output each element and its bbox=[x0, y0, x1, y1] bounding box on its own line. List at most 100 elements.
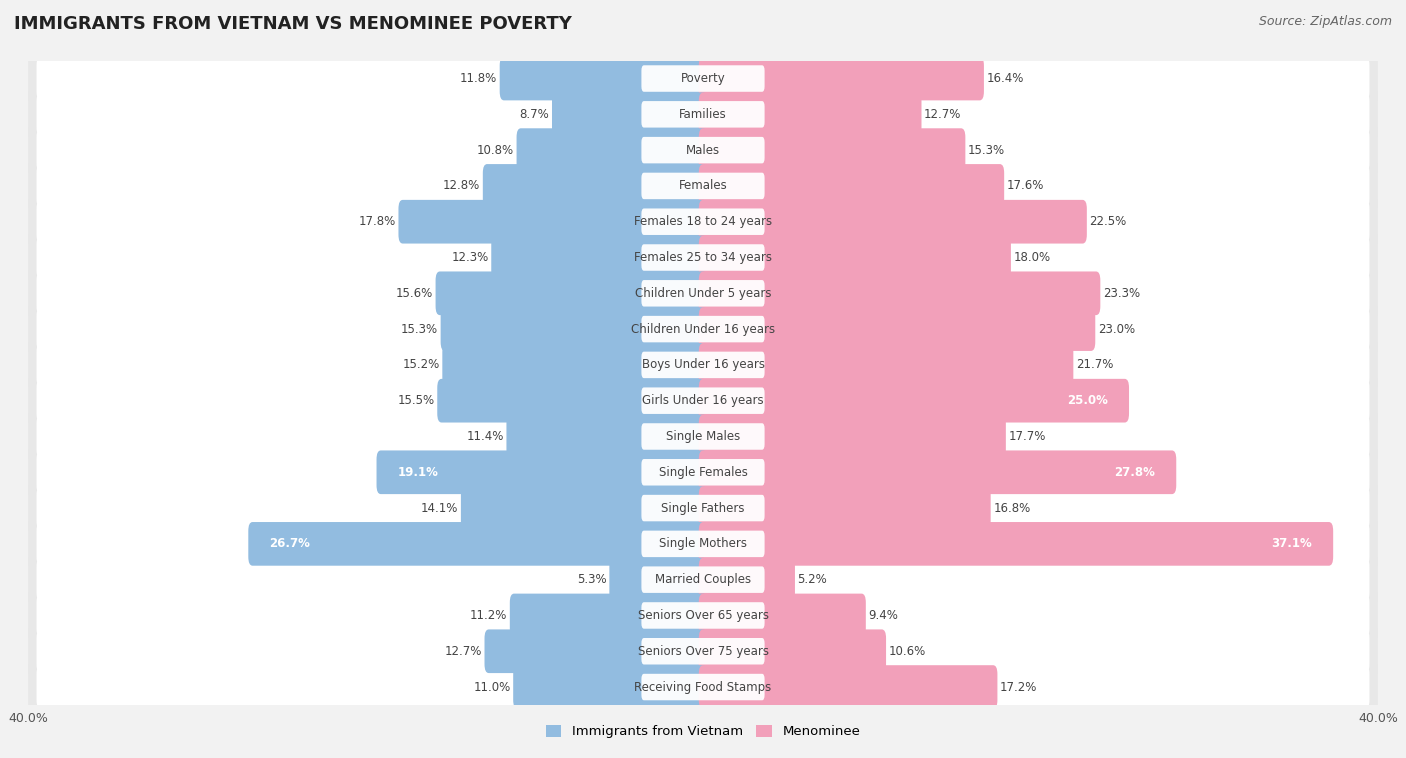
FancyBboxPatch shape bbox=[641, 173, 765, 199]
FancyBboxPatch shape bbox=[641, 65, 765, 92]
FancyBboxPatch shape bbox=[699, 666, 997, 709]
Text: 23.0%: 23.0% bbox=[1098, 323, 1135, 336]
Text: 5.3%: 5.3% bbox=[578, 573, 607, 586]
FancyBboxPatch shape bbox=[28, 159, 1378, 212]
Text: Children Under 5 years: Children Under 5 years bbox=[634, 287, 772, 300]
FancyBboxPatch shape bbox=[699, 379, 1129, 422]
FancyBboxPatch shape bbox=[641, 387, 765, 414]
FancyBboxPatch shape bbox=[699, 450, 1177, 494]
FancyBboxPatch shape bbox=[510, 594, 707, 637]
Text: 37.1%: 37.1% bbox=[1271, 537, 1312, 550]
FancyBboxPatch shape bbox=[699, 200, 1087, 243]
Text: 5.2%: 5.2% bbox=[797, 573, 827, 586]
FancyBboxPatch shape bbox=[641, 531, 765, 557]
FancyBboxPatch shape bbox=[699, 271, 1101, 315]
FancyBboxPatch shape bbox=[28, 52, 1378, 105]
FancyBboxPatch shape bbox=[37, 663, 1369, 711]
FancyBboxPatch shape bbox=[28, 267, 1378, 320]
Text: 23.3%: 23.3% bbox=[1102, 287, 1140, 300]
Text: 15.3%: 15.3% bbox=[401, 323, 439, 336]
FancyBboxPatch shape bbox=[37, 449, 1369, 496]
FancyBboxPatch shape bbox=[437, 379, 707, 422]
Text: 19.1%: 19.1% bbox=[398, 465, 439, 479]
Text: Single Mothers: Single Mothers bbox=[659, 537, 747, 550]
FancyBboxPatch shape bbox=[506, 415, 707, 459]
Text: 9.4%: 9.4% bbox=[869, 609, 898, 622]
FancyBboxPatch shape bbox=[699, 128, 966, 172]
FancyBboxPatch shape bbox=[499, 57, 707, 100]
Text: 26.7%: 26.7% bbox=[270, 537, 311, 550]
FancyBboxPatch shape bbox=[28, 88, 1378, 141]
FancyBboxPatch shape bbox=[28, 660, 1378, 713]
FancyBboxPatch shape bbox=[37, 234, 1369, 281]
FancyBboxPatch shape bbox=[28, 338, 1378, 391]
FancyBboxPatch shape bbox=[641, 674, 765, 700]
FancyBboxPatch shape bbox=[37, 127, 1369, 174]
FancyBboxPatch shape bbox=[482, 164, 707, 208]
FancyBboxPatch shape bbox=[699, 522, 1333, 565]
Text: Single Females: Single Females bbox=[658, 465, 748, 479]
FancyBboxPatch shape bbox=[37, 162, 1369, 209]
FancyBboxPatch shape bbox=[443, 343, 707, 387]
Text: 11.0%: 11.0% bbox=[474, 681, 510, 694]
Text: 16.4%: 16.4% bbox=[987, 72, 1024, 85]
FancyBboxPatch shape bbox=[37, 305, 1369, 352]
FancyBboxPatch shape bbox=[28, 518, 1378, 570]
FancyBboxPatch shape bbox=[377, 450, 707, 494]
Text: Seniors Over 75 years: Seniors Over 75 years bbox=[637, 645, 769, 658]
Text: Single Males: Single Males bbox=[666, 430, 740, 443]
Text: Single Fathers: Single Fathers bbox=[661, 502, 745, 515]
FancyBboxPatch shape bbox=[641, 495, 765, 522]
Text: 12.7%: 12.7% bbox=[924, 108, 962, 121]
Text: 8.7%: 8.7% bbox=[520, 108, 550, 121]
Text: 21.7%: 21.7% bbox=[1076, 359, 1114, 371]
FancyBboxPatch shape bbox=[37, 413, 1369, 460]
FancyBboxPatch shape bbox=[699, 558, 794, 602]
Text: 18.0%: 18.0% bbox=[1014, 251, 1050, 264]
Text: 12.3%: 12.3% bbox=[451, 251, 489, 264]
Text: 17.8%: 17.8% bbox=[359, 215, 396, 228]
Text: 17.6%: 17.6% bbox=[1007, 180, 1045, 193]
Text: 11.8%: 11.8% bbox=[460, 72, 498, 85]
FancyBboxPatch shape bbox=[37, 592, 1369, 639]
FancyBboxPatch shape bbox=[641, 352, 765, 378]
FancyBboxPatch shape bbox=[28, 124, 1378, 177]
Legend: Immigrants from Vietnam, Menominee: Immigrants from Vietnam, Menominee bbox=[540, 719, 866, 744]
FancyBboxPatch shape bbox=[37, 55, 1369, 102]
Text: 22.5%: 22.5% bbox=[1090, 215, 1126, 228]
FancyBboxPatch shape bbox=[641, 101, 765, 127]
FancyBboxPatch shape bbox=[461, 486, 707, 530]
FancyBboxPatch shape bbox=[641, 137, 765, 164]
FancyBboxPatch shape bbox=[28, 553, 1378, 606]
FancyBboxPatch shape bbox=[37, 270, 1369, 317]
FancyBboxPatch shape bbox=[699, 307, 1095, 351]
Text: 11.4%: 11.4% bbox=[467, 430, 503, 443]
Text: 15.3%: 15.3% bbox=[967, 143, 1005, 157]
Text: 10.6%: 10.6% bbox=[889, 645, 925, 658]
FancyBboxPatch shape bbox=[641, 459, 765, 486]
FancyBboxPatch shape bbox=[436, 271, 707, 315]
FancyBboxPatch shape bbox=[699, 415, 1005, 459]
FancyBboxPatch shape bbox=[28, 410, 1378, 463]
FancyBboxPatch shape bbox=[28, 589, 1378, 642]
Text: 17.7%: 17.7% bbox=[1008, 430, 1046, 443]
FancyBboxPatch shape bbox=[699, 57, 984, 100]
FancyBboxPatch shape bbox=[641, 208, 765, 235]
FancyBboxPatch shape bbox=[699, 343, 1073, 387]
FancyBboxPatch shape bbox=[37, 377, 1369, 424]
FancyBboxPatch shape bbox=[609, 558, 707, 602]
FancyBboxPatch shape bbox=[28, 374, 1378, 428]
FancyBboxPatch shape bbox=[553, 92, 707, 136]
Text: IMMIGRANTS FROM VIETNAM VS MENOMINEE POVERTY: IMMIGRANTS FROM VIETNAM VS MENOMINEE POV… bbox=[14, 15, 572, 33]
Text: Boys Under 16 years: Boys Under 16 years bbox=[641, 359, 765, 371]
FancyBboxPatch shape bbox=[28, 446, 1378, 499]
Text: Seniors Over 65 years: Seniors Over 65 years bbox=[637, 609, 769, 622]
FancyBboxPatch shape bbox=[516, 128, 707, 172]
Text: Females 25 to 34 years: Females 25 to 34 years bbox=[634, 251, 772, 264]
Text: 14.1%: 14.1% bbox=[420, 502, 458, 515]
FancyBboxPatch shape bbox=[37, 91, 1369, 138]
FancyBboxPatch shape bbox=[641, 566, 765, 593]
FancyBboxPatch shape bbox=[641, 602, 765, 628]
Text: 10.8%: 10.8% bbox=[477, 143, 515, 157]
Text: Children Under 16 years: Children Under 16 years bbox=[631, 323, 775, 336]
